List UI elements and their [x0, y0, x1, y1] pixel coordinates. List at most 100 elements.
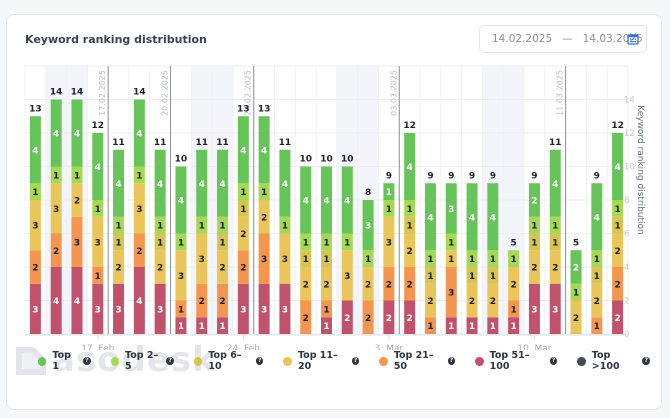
legend-item-top100plus[interactable]: Top >100?: [577, 350, 650, 372]
bar-segment-label: 2: [511, 280, 517, 290]
bar-segment-label: 4: [490, 213, 496, 223]
bar-total-label: 12: [92, 121, 105, 131]
bar-segment-label: 1: [178, 322, 184, 332]
question-circle-icon[interactable]: ?: [351, 357, 360, 365]
annotation-label: 11.03.2025: [556, 70, 565, 116]
bar-segment-top1: [175, 166, 187, 234]
bar-segment-label: 3: [115, 305, 121, 315]
bar-segment-label: 2: [303, 314, 309, 324]
bar-segment-top51-100: [528, 283, 540, 334]
legend-item-top11-20[interactable]: Top 11–20?: [283, 350, 360, 372]
legend-item-top6-10[interactable]: Top 6–10?: [193, 350, 264, 372]
question-circle-icon[interactable]: ?: [166, 357, 174, 365]
annotation-label: 20.02.2025: [161, 70, 170, 116]
bar-stack: 2 2 3 1 1: [383, 183, 395, 334]
bar-segment-top1: [279, 149, 291, 217]
annotation-label: 03.03.2025: [389, 70, 398, 116]
bar-segment-top21-50: [424, 317, 436, 334]
legend-item-top2-5[interactable]: Top 2–5?: [110, 350, 174, 372]
legend-label: Top 11–20: [297, 350, 338, 372]
bar-total-label: 14: [50, 88, 63, 98]
bar-total-label: 9: [386, 171, 392, 181]
bar-segment-label: 2: [365, 280, 371, 290]
bar-segment-top11-20: [50, 183, 62, 234]
bar-stack: 1 1 2 1 1 4: [321, 166, 332, 334]
question-circle-icon[interactable]: ?: [255, 357, 264, 365]
question-circle-icon[interactable]: ?: [642, 357, 650, 365]
bar-stack: 2 3 1 4: [341, 166, 353, 334]
bar-segment-label: 1: [115, 222, 121, 232]
bar-segment-top51-100: [237, 283, 249, 334]
bar-segment-label: 1: [490, 322, 496, 332]
bar-segment-label: 2: [469, 297, 475, 307]
bar-segment-label: 2: [74, 197, 80, 207]
bar-segment-top2-5: [279, 216, 291, 234]
bar-segment-top11-20: [341, 250, 353, 301]
bar-segment-label: 2: [219, 297, 225, 307]
bar-segment-label: 4: [469, 213, 475, 223]
bar-segment-top2-5: [300, 233, 312, 251]
bar-segment-label: 1: [323, 305, 329, 315]
bar-total-label: 10: [320, 155, 333, 165]
bar-segment-label: 4: [614, 163, 620, 173]
bar-segment-label: 4: [303, 197, 309, 207]
bar-segment-top1: [466, 183, 478, 251]
bar-segment-label: 4: [74, 297, 80, 307]
bar-segment-label: 4: [199, 180, 205, 190]
bar-total-label: 12: [403, 121, 416, 131]
bar-segment-label: 1: [594, 322, 600, 332]
question-circle-icon[interactable]: ?: [447, 357, 456, 365]
bar-segment-top51-100: [154, 283, 166, 334]
bar-segment-label: 3: [74, 238, 80, 248]
bar-segment-label: 1: [552, 222, 558, 232]
bar-segment-label: 4: [95, 163, 101, 173]
bar-stack: 1 2 1 1 4: [591, 183, 603, 334]
bar-segment-top1: [133, 99, 145, 167]
bar-segment-top21-50: [321, 300, 332, 318]
question-circle-icon[interactable]: ?: [549, 357, 558, 365]
bar-segment-label: 4: [407, 163, 413, 173]
bar-segment-top6-10: [321, 250, 332, 267]
bar-segment-top6-10: [591, 267, 603, 284]
bar-segment-top21-50: [445, 267, 457, 318]
bar-segment-label: 1: [261, 188, 267, 198]
bar-segment-label: 3: [53, 205, 59, 215]
legend-label: Top 51–100: [489, 350, 530, 372]
legend-item-top51-100[interactable]: Top 51–100?: [475, 350, 558, 372]
bar-segment-top2-5: [258, 183, 270, 200]
legend-item-top1[interactable]: Top 1?: [38, 350, 91, 372]
bar-total-label: 9: [594, 171, 600, 181]
bar-segment-top2-5: [383, 200, 395, 217]
bar-stack: 3 3 1 4: [279, 149, 291, 334]
date-range-picker[interactable]: 14.02.2025 — 14.03.2025: [479, 25, 647, 53]
x-tick-label: 10. Mar: [517, 344, 551, 350]
legend-item-top21-50[interactable]: Top 21–50?: [379, 350, 456, 372]
bar-segment-label: 2: [136, 247, 142, 257]
bar-segment-top11-20: [258, 200, 270, 234]
bar-total-label: 11: [549, 138, 562, 148]
bar-segment-top21-50: [92, 267, 104, 284]
bar-segment-top21-50: [133, 233, 145, 267]
bar-stack: 4 3 2 1 4: [71, 99, 83, 334]
bar-segment-top21-50: [612, 267, 624, 301]
bar-segment-top2-5: [29, 183, 41, 200]
legend-label: Top 6–10: [208, 350, 242, 372]
bar-total-label: 11: [112, 138, 125, 148]
bar-segment-top11-20: [508, 267, 520, 301]
bar-segment-label: 1: [95, 205, 101, 215]
bar-segment-label: 1: [199, 222, 205, 232]
bar-segment-label: 2: [240, 264, 246, 274]
bar-stack: 2 2 1 1 4: [300, 166, 312, 334]
bar-segment-label: 4: [344, 197, 350, 207]
bar-segment-label: 4: [261, 146, 267, 156]
bar-segment-top1: [528, 183, 540, 217]
bar-segment-top11-20: [487, 283, 499, 318]
question-circle-icon[interactable]: ?: [83, 357, 91, 365]
bar-segment-label: 3: [282, 255, 288, 265]
annotation-label: 24.02.2025: [244, 70, 253, 116]
bar-segment-label: 1: [95, 272, 101, 282]
bar-segment-top21-50: [383, 267, 395, 301]
bar-segment-top21-50: [50, 233, 62, 267]
calendar-icon[interactable]: [627, 33, 639, 45]
bar-segment-top51-100: [196, 317, 208, 334]
